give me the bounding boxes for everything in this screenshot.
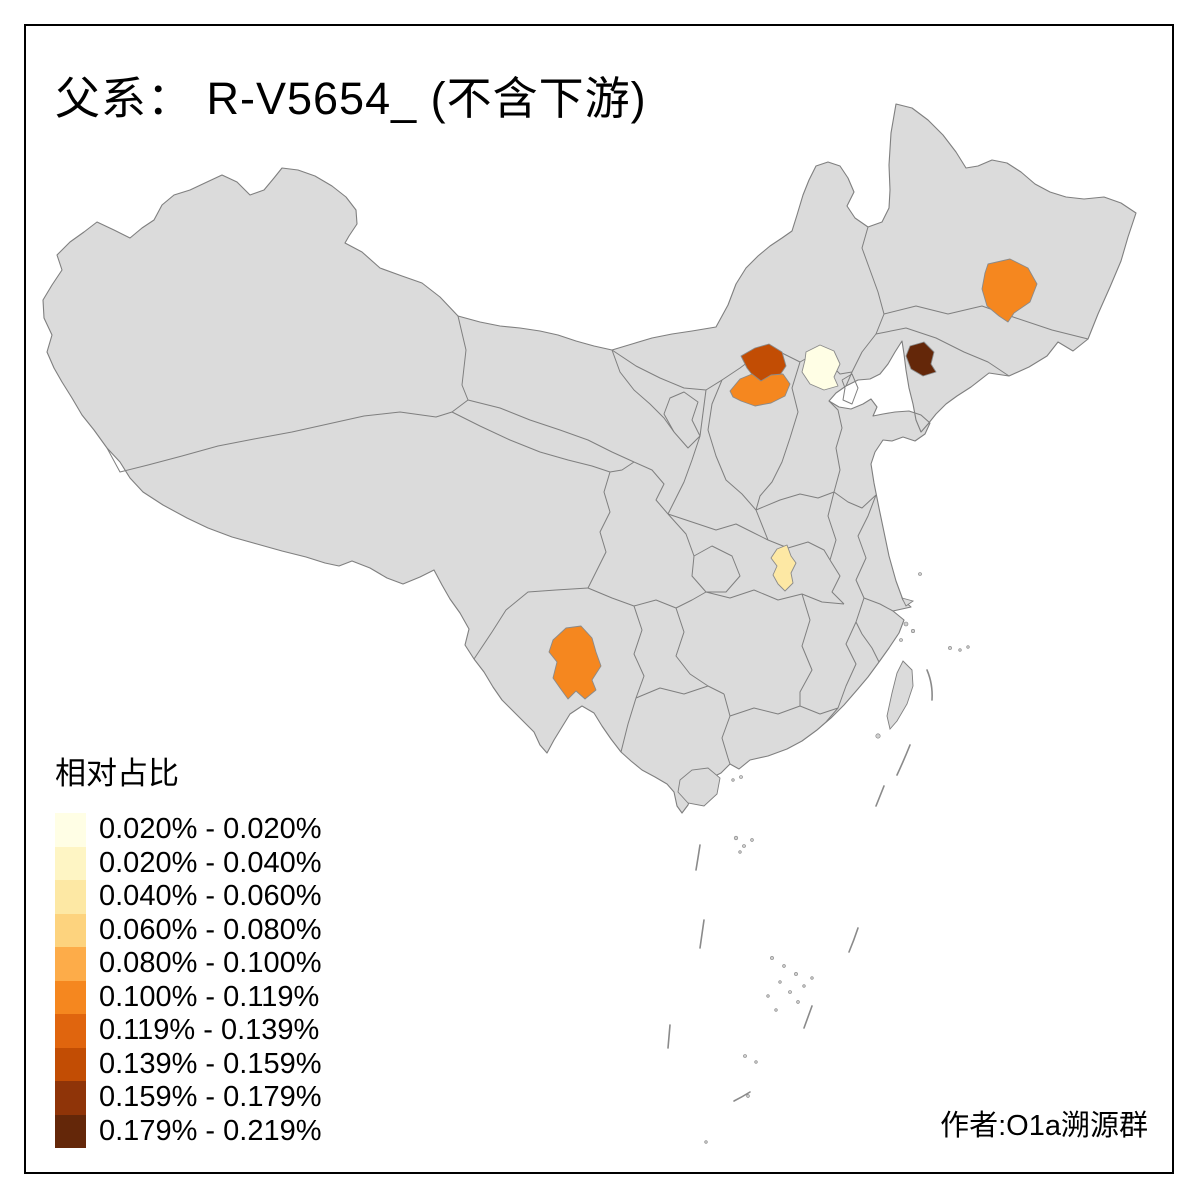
legend-title: 相对占比 (55, 756, 179, 791)
legend-item: 0.159% - 0.179% (55, 1081, 321, 1115)
china-mainland (42, 103, 1137, 814)
legend-item: 0.139% - 0.159% (55, 1047, 322, 1081)
legend-label: 0.040% - 0.060% (99, 880, 322, 913)
legend-swatch (55, 880, 86, 914)
chongming-island (901, 597, 915, 607)
attribution: 作者:O1a溯源群 (940, 1110, 1148, 1142)
islands (677, 572, 970, 1144)
legend-label: 0.139% - 0.159% (99, 1047, 322, 1080)
highlighted-regions (548, 258, 1038, 700)
legend-item: 0.020% - 0.020% (55, 813, 321, 847)
legend-swatch (55, 947, 86, 981)
map-region-jilin-central (981, 258, 1038, 323)
legend-swatch (55, 980, 86, 1014)
legend-label: 0.020% - 0.040% (99, 846, 322, 879)
taiwan-island (886, 660, 914, 730)
legend-item: 0.020% - 0.040% (55, 846, 322, 880)
legend-item: 0.060% - 0.080% (55, 913, 322, 947)
map-region-hubei-northwest (770, 544, 797, 592)
map-region-shanxi-central (729, 373, 791, 407)
legend-item: 0.119% - 0.139% (55, 1014, 321, 1048)
page-title: 父系： R-V5654_ (不含下游) (55, 73, 647, 124)
legend-swatch (55, 813, 86, 847)
legend-label: 0.020% - 0.020% (99, 813, 322, 846)
legend-swatch (55, 1081, 86, 1115)
nine-dash-line (667, 669, 933, 1102)
map-region-beijing (801, 344, 841, 391)
legend-swatch (55, 1014, 86, 1048)
legend-items: 0.020% - 0.020% 0.020% - 0.040% 0.040% - 0… (55, 813, 321, 1148)
map-region-liaoning-central (905, 341, 937, 377)
legend-label: 0.159% - 0.179% (99, 1081, 322, 1114)
legend-swatch (55, 1047, 86, 1081)
legend-item: 0.040% - 0.060% (55, 880, 321, 914)
legend-item: 0.080% - 0.100% (55, 947, 321, 981)
legend-item: 0.100% - 0.119% (55, 980, 321, 1014)
province-borders (106, 226, 1089, 765)
legend-label: 0.179% - 0.219% (99, 1114, 322, 1147)
legend-label: 0.060% - 0.080% (99, 913, 322, 946)
legend-swatch (55, 846, 86, 880)
legend: 相对占比 0.020% - 0.020% 0.020% - 0.040% 0.040… (55, 748, 321, 1148)
legend-item: 0.179% - 0.219% (55, 1114, 322, 1148)
legend-label: 0.100% - 0.119% (99, 980, 320, 1013)
legend-swatch (55, 1114, 86, 1148)
map-region-yunnan-central (548, 625, 602, 700)
legend-label: 0.080% - 0.100% (99, 947, 322, 980)
legend-swatch (55, 913, 86, 947)
legend-label: 0.119% - 0.139% (99, 1014, 320, 1047)
hainan-island (677, 767, 721, 807)
